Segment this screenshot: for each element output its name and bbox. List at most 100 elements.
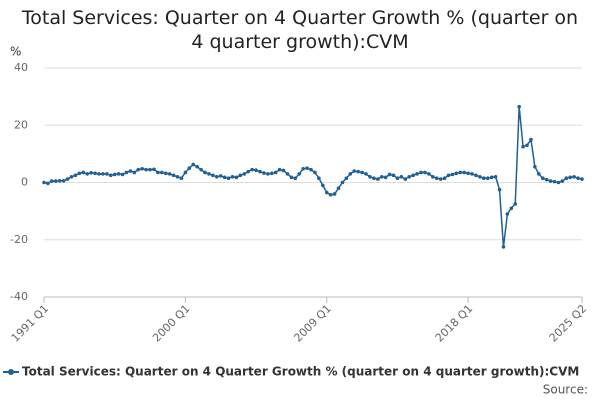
y-tick-label: 0 — [21, 176, 28, 189]
point — [238, 173, 243, 178]
legend-label: Total Services: Quarter on 4 Quarter Gro… — [22, 365, 579, 379]
point — [297, 172, 302, 176]
point — [120, 172, 125, 177]
point — [450, 172, 455, 177]
x-tick-label: 2009 Q1 — [291, 302, 334, 345]
point — [69, 174, 74, 179]
point — [214, 174, 219, 179]
point — [328, 193, 333, 197]
point — [482, 176, 486, 181]
point — [50, 179, 54, 183]
point — [415, 172, 419, 176]
point — [277, 167, 282, 172]
point — [222, 175, 227, 180]
point — [564, 176, 569, 181]
point — [128, 169, 133, 173]
point — [242, 172, 247, 176]
point — [195, 164, 199, 169]
point — [46, 181, 50, 186]
point — [313, 170, 317, 175]
point — [517, 104, 521, 109]
point — [513, 202, 518, 206]
x-tick-label: 2018 Q1 — [433, 302, 476, 345]
point — [324, 190, 329, 195]
legend-marker — [8, 369, 14, 375]
point — [285, 172, 290, 176]
point — [187, 166, 192, 170]
point — [148, 167, 152, 172]
point — [42, 180, 46, 185]
point — [254, 168, 258, 172]
point — [548, 179, 553, 183]
point — [442, 176, 447, 181]
point — [454, 171, 459, 176]
point — [81, 170, 86, 175]
y-tick-label: -20 — [10, 233, 28, 246]
point — [289, 175, 294, 180]
point — [163, 171, 168, 176]
point — [485, 176, 490, 181]
point — [403, 177, 408, 181]
point — [160, 170, 164, 175]
point — [152, 167, 156, 172]
point — [258, 169, 262, 174]
point — [438, 177, 443, 181]
point — [525, 143, 529, 148]
point — [348, 172, 353, 176]
x-tick-label: 2025 Q2 — [547, 302, 590, 345]
point — [65, 177, 70, 181]
point — [262, 171, 266, 175]
point — [124, 170, 129, 175]
point — [391, 173, 396, 178]
point — [57, 178, 62, 183]
point — [218, 174, 223, 178]
source: Source: — [543, 383, 588, 397]
point — [572, 174, 576, 179]
point — [478, 174, 482, 179]
point — [434, 176, 439, 181]
point — [552, 179, 557, 184]
point — [556, 180, 561, 185]
point — [372, 176, 376, 181]
point — [364, 172, 368, 176]
point — [203, 170, 207, 175]
point — [108, 173, 113, 178]
point — [171, 173, 176, 178]
point — [533, 164, 537, 169]
point — [501, 245, 506, 249]
point — [509, 206, 514, 211]
point — [423, 170, 427, 175]
point — [246, 169, 251, 174]
point — [101, 172, 105, 176]
point — [191, 162, 196, 167]
point — [309, 167, 313, 172]
point — [387, 172, 392, 177]
point — [419, 170, 423, 175]
point — [140, 166, 144, 171]
point — [336, 186, 341, 191]
y-tick-label: 40 — [14, 61, 28, 74]
point — [470, 172, 474, 176]
point — [230, 174, 235, 179]
point — [112, 172, 117, 177]
point — [234, 175, 239, 180]
point — [332, 192, 337, 196]
point — [281, 168, 286, 173]
point — [537, 172, 541, 176]
point — [305, 166, 309, 170]
x-tick-label: 2000 Q1 — [150, 302, 193, 345]
point — [411, 173, 415, 178]
point — [167, 172, 172, 176]
point — [317, 176, 321, 181]
point — [427, 172, 431, 176]
point — [266, 172, 270, 176]
point — [395, 176, 400, 181]
point — [175, 174, 180, 179]
point — [132, 170, 137, 175]
point — [368, 174, 372, 179]
point — [352, 169, 357, 173]
y-tick-label: 20 — [14, 118, 28, 131]
y-tick-label: -40 — [10, 290, 28, 303]
